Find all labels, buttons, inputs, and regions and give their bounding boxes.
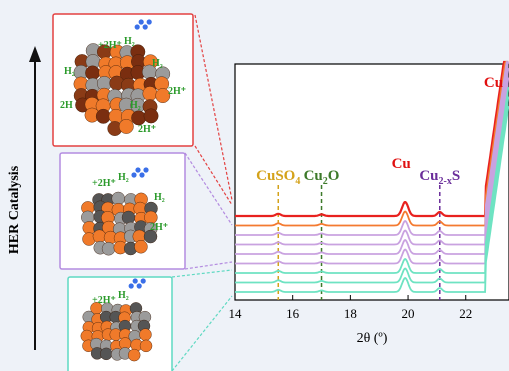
hydrogen-bubble-icon [146, 19, 152, 25]
hydrogen-bubble-icon [140, 278, 146, 284]
xrd-series-line [235, 61, 509, 246]
connector-mid-1 [184, 152, 233, 226]
xrd-series-line [235, 96, 509, 284]
cu-cluster-bottom-image [80, 278, 153, 362]
atom-sphere [101, 242, 116, 256]
hydrogen-bubble-icon [132, 278, 138, 284]
reaction-label: +2H⁺ [98, 40, 122, 51]
atom-sphere [95, 108, 111, 124]
x-tick-label: 14 [229, 306, 243, 321]
panel-connectors [171, 14, 233, 371]
x-axis-ticks: 14 16 18 20 22 [229, 295, 472, 321]
xrd-series-line [235, 60, 509, 218]
x-tick-label: 18 [344, 306, 357, 321]
atom-sphere [127, 348, 141, 362]
connector-top-1 [194, 14, 233, 201]
atom-sphere [131, 110, 147, 126]
xrd-series-line [235, 61, 509, 227]
hydrogen-bubble-icon [134, 24, 140, 30]
xrd-series-line [235, 67, 509, 255]
reference-labels: CuSO4 Cu2O Cu2-xS [256, 168, 460, 187]
xrd-series-line [235, 61, 509, 236]
reaction-label: 2H [60, 100, 73, 111]
hydrogen-bubble-icon [131, 172, 137, 178]
hydrogen-bubble-icon [143, 167, 149, 173]
reaction-label: 2H⁺ [168, 86, 186, 97]
connector-mid-2 [184, 261, 233, 270]
x-tick-label: 22 [459, 306, 472, 321]
reaction-label: 2H⁺ [138, 124, 156, 135]
reaction-label: H₂ [130, 100, 141, 111]
hydrogen-bubble-icon [128, 283, 134, 289]
reference-label: Cu2-xS [419, 168, 460, 187]
hydrogen-bubble-icon [135, 167, 141, 173]
reference-label: CuSO4 [256, 168, 300, 187]
atom-sphere [118, 119, 134, 134]
xrd-series-line [235, 86, 509, 274]
peak-label: Cu [392, 156, 411, 172]
reaction-label: +2H⁺ [92, 178, 116, 189]
atom-sphere [139, 328, 152, 341]
reaction-label: H₂ [118, 172, 129, 183]
connector-bot-1 [171, 269, 233, 278]
atom-sphere [143, 108, 159, 124]
arrow-head-icon [29, 46, 41, 62]
reaction-label: H₂ [64, 66, 75, 77]
xrd-series-line [235, 77, 509, 265]
xrd-curves [235, 60, 509, 293]
hydrogen-bubble-icon [136, 283, 142, 289]
atom-sphere [142, 86, 158, 101]
reaction-label: H₂ [154, 192, 165, 203]
her-catalysis-label: HER Catalysis [7, 165, 22, 254]
hydrogen-bubble-icon [139, 172, 145, 178]
connector-bot-2 [171, 295, 233, 371]
x-tick-label: 16 [286, 306, 300, 321]
connector-top-2 [194, 145, 233, 206]
reaction-label: H₂ [124, 36, 135, 47]
x-tick-label: 20 [402, 306, 415, 321]
atom-sphere [121, 210, 136, 225]
hydrogen-bubble-icon [142, 24, 148, 30]
reaction-label: H₂ [152, 58, 163, 69]
atom-sphere [143, 229, 158, 244]
cu-cluster-middle-image [81, 167, 158, 256]
reaction-label: +2H⁺ [92, 295, 116, 306]
plot-frame [234, 63, 509, 301]
peak-label: Cu [484, 75, 503, 91]
reference-label: Cu2O [304, 168, 340, 187]
xrd-series-line [235, 105, 509, 293]
reaction-label: H₂ [118, 290, 129, 301]
reaction-label: 2H⁺ [150, 222, 168, 233]
panel-bottom: +2H⁺ H₂ [67, 276, 173, 371]
atom-sphere [100, 347, 113, 361]
peak-labels: Cu Cu [392, 75, 503, 172]
atom-sphere [111, 191, 125, 206]
atom-sphere [155, 88, 171, 103]
hydrogen-bubble-icon [138, 19, 144, 25]
x-axis-label: 2θ (º) [357, 331, 388, 346]
atom-sphere [139, 339, 153, 353]
atom-sphere [134, 240, 148, 254]
cu-cluster-top-image [73, 19, 171, 136]
her-arrow [29, 46, 41, 350]
